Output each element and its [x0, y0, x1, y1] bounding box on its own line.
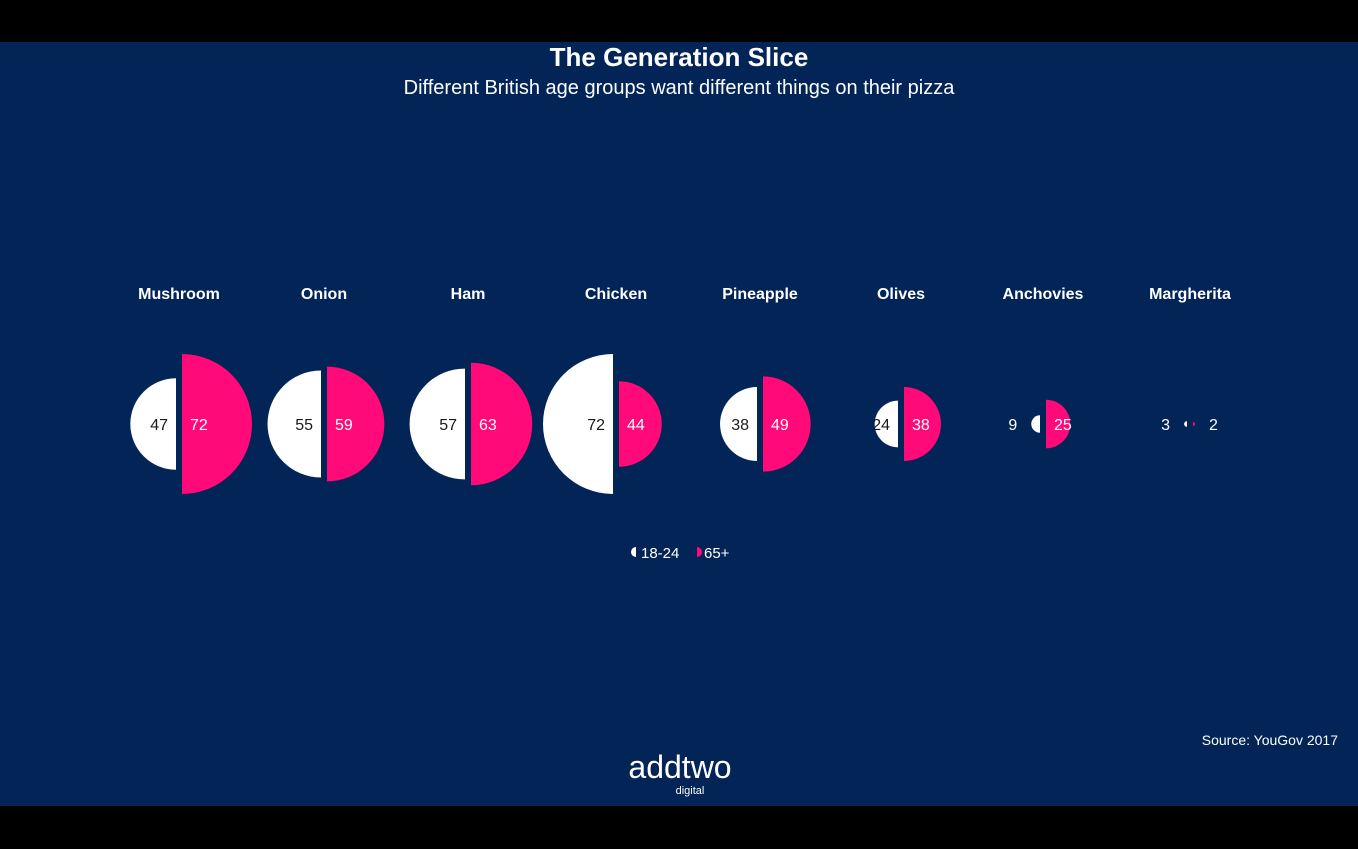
value-label-18-24-pineapple: 38 — [731, 417, 749, 434]
value-label-65-plus-olives: 38 — [912, 417, 930, 434]
half-circle-18-24-anchovies — [1031, 415, 1040, 433]
value-label-18-24-ham: 57 — [439, 417, 457, 434]
half-circle-65-plus-margherita — [1193, 422, 1195, 426]
logo-wordmark: addtwo — [628, 749, 731, 785]
half-circle-18-24-pineapple — [720, 387, 757, 461]
value-label-65-plus-ham: 63 — [479, 417, 497, 434]
value-label-65-plus-anchovies: 25 — [1054, 417, 1072, 434]
half-circle-65-plus-anchovies — [1046, 399, 1071, 449]
category-label-ham: Ham — [451, 286, 486, 303]
half-circle-65-plus-mushroom — [182, 354, 252, 494]
half-circle-18-24-margherita — [1184, 421, 1187, 427]
half-circle-65-plus-olives — [904, 387, 941, 461]
value-label-65-plus-chicken: 44 — [627, 417, 645, 434]
logo-subtext: digital — [676, 785, 705, 797]
category-label-mushroom: Mushroom — [138, 286, 220, 303]
chart-title: The Generation Slice — [549, 42, 809, 72]
legend-marker-18-24 — [631, 547, 636, 557]
half-circle-18-24-ham — [409, 368, 465, 480]
half-circle-18-24-mushroom — [130, 378, 176, 470]
source-note: Source: YouGov 2017 — [1201, 732, 1338, 748]
category-label-pineapple: Pineapple — [722, 286, 798, 303]
value-label-65-plus-mushroom: 72 — [190, 417, 208, 434]
addtwo-logo: addtwo digital — [628, 749, 731, 797]
half-circle-65-plus-onion — [327, 366, 385, 482]
half-circle-18-24-chicken — [543, 354, 613, 494]
value-label-18-24-margherita: 3 — [1161, 417, 1170, 434]
value-label-18-24-onion: 55 — [295, 417, 313, 434]
half-circle-65-plus-pineapple — [763, 376, 811, 472]
value-label-65-plus-onion: 59 — [335, 417, 353, 434]
category-label-onion: Onion — [301, 286, 347, 303]
value-label-18-24-chicken: 72 — [587, 417, 605, 434]
category-label-margherita: Margherita — [1149, 286, 1231, 303]
legend-label-65-plus: 65+ — [704, 545, 730, 562]
legend-marker-65-plus — [697, 547, 702, 557]
category-label-anchovies: Anchovies — [1003, 286, 1084, 303]
value-label-65-plus-margherita: 2 — [1209, 417, 1218, 434]
legend-label-18-24: 18-24 — [641, 545, 679, 562]
value-label-65-plus-pineapple: 49 — [771, 417, 789, 434]
half-circle-18-24-olives — [874, 400, 898, 448]
half-circle-18-24-onion — [267, 370, 321, 478]
chart-subtitle: Different British age groups want differ… — [403, 77, 955, 99]
value-label-18-24-olives: 24 — [872, 417, 890, 434]
half-circle-65-plus-ham — [471, 362, 533, 486]
value-label-18-24-mushroom: 47 — [150, 417, 168, 434]
category-label-olives: Olives — [877, 286, 925, 303]
half-circle-65-plus-chicken — [619, 381, 662, 467]
value-label-18-24-anchovies: 9 — [1008, 417, 1017, 434]
category-label-chicken: Chicken — [585, 286, 647, 303]
